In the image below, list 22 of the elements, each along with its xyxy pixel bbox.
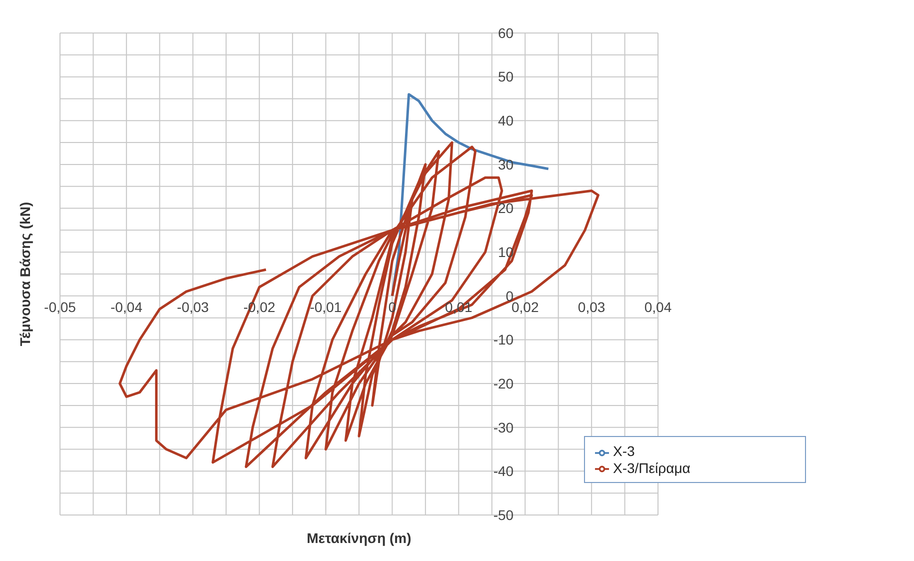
y-tick-label: 40 [498,112,514,129]
x-tick-label: -0,01 [310,298,342,315]
x-tick-label: 0,04 [644,298,672,315]
y-tick-label: -20 [493,375,514,392]
y-tick-label: -10 [493,332,514,348]
x-tick-label: -0,04 [110,298,143,315]
y-axis-title: Τέμνουσα Βάσης (kN) [16,202,33,346]
y-tick-label: 50 [498,68,514,85]
x-axis-title: Μετακίνηση (m) [306,530,412,546]
y-tick-label: -50 [493,506,514,523]
y-tick-label: 20 [498,200,514,216]
y-tick-label: -30 [493,419,514,436]
x-tick-label: -0,03 [176,298,210,315]
legend-label: X-3/Πείραμα [613,460,690,476]
y-tick-label: 30 [498,156,514,172]
legend-label: X-3 [613,443,635,460]
y-tick-label: 0 [506,288,514,304]
y-tick-label: 60 [498,24,514,41]
x-tick-label: -0,05 [44,298,76,315]
x-tick-label: 0,03 [578,298,606,315]
x-tick-label: 0,02 [511,298,539,315]
y-tick-label: -40 [493,463,514,480]
